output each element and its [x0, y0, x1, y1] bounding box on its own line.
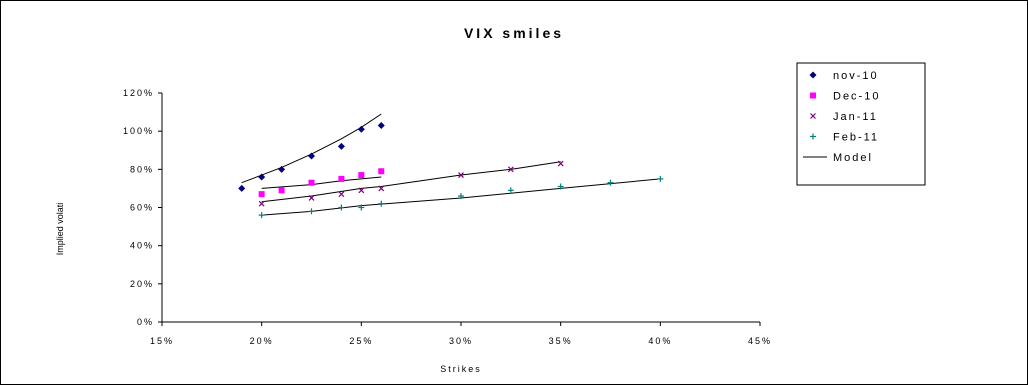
x-tick-label: 45% [748, 336, 772, 346]
marker-stroke [557, 160, 564, 167]
legend-marker-nov-10 [809, 71, 817, 79]
marker-stroke [458, 172, 464, 178]
marker-stroke [258, 200, 265, 207]
data-point-jan-11 [507, 166, 514, 173]
data-point-jan-11 [557, 160, 564, 167]
y-tick-label: 0% [137, 317, 154, 327]
data-point-feb-11 [258, 212, 265, 219]
data-point-dec-10 [358, 172, 365, 179]
data-point-jan-11 [258, 200, 265, 207]
x-tick-label: 25% [349, 336, 373, 346]
y-tick-label: 120% [123, 88, 154, 98]
data-point-dec-10 [308, 179, 315, 186]
x-tick-label: 15% [150, 336, 174, 346]
legend-label: Model [833, 152, 873, 164]
legend-label: Dec-10 [833, 91, 880, 103]
data-point-feb-11 [458, 193, 464, 200]
plot-area: 0% 20% 40% 60% 80% 100% 120% 15% 20% 25% 30% 35% 40%… [123, 88, 772, 346]
legend-marker-jan-11 [810, 113, 816, 119]
marker-stroke [338, 191, 345, 198]
x-tick-label: 40% [648, 336, 672, 346]
data-point-feb-11 [378, 200, 385, 207]
data-point-nov-10 [258, 173, 266, 181]
data-point-nov-10 [238, 184, 246, 192]
data-point-dec-10 [258, 191, 265, 198]
data-point-feb-11 [557, 183, 564, 190]
data-point-dec-10 [378, 168, 385, 175]
legend-marker-dec-10 [810, 92, 816, 99]
data-point-jan-11 [378, 185, 385, 192]
marker-stroke [358, 187, 365, 194]
legend-label: Jan-11 [833, 111, 878, 123]
marker-stroke [810, 113, 816, 119]
model-curve [261, 176, 382, 189]
y-tick-label: 100% [123, 126, 154, 136]
chart-title: VIX smiles [464, 25, 564, 41]
data-point-jan-11 [458, 172, 464, 178]
marker-stroke [507, 166, 514, 173]
model-curve [261, 161, 561, 203]
x-tick-label: 30% [449, 336, 473, 346]
data-point-nov-10 [308, 152, 315, 160]
data-point-jan-11 [358, 187, 365, 194]
data-point-dec-10 [338, 175, 345, 182]
legend-label: Feb-11 [833, 132, 879, 144]
y-tick-label: 80% [130, 164, 154, 174]
legend-marker-feb-11 [810, 133, 816, 140]
data-point-feb-11 [358, 204, 365, 211]
model-curve [261, 178, 661, 216]
data-point-feb-11 [308, 208, 315, 215]
legend-box [796, 62, 926, 186]
data-point-dec-10 [278, 187, 285, 194]
data-point-feb-11 [507, 187, 514, 194]
x-tick-label: 20% [250, 336, 274, 346]
data-point-feb-11 [657, 175, 664, 182]
data-point-jan-11 [338, 191, 345, 198]
y-tick-label: 20% [130, 279, 154, 289]
marker-stroke [308, 195, 315, 201]
x-tick-label: 35% [549, 336, 573, 346]
marker-stroke [378, 185, 385, 192]
data-point-feb-11 [607, 179, 614, 186]
y-tick-label: 40% [130, 241, 154, 251]
legend-label: nov-10 [833, 70, 879, 82]
y-axis-label: Implied volati [55, 203, 65, 256]
data-point-nov-10 [337, 142, 345, 150]
data-point-feb-11 [338, 204, 345, 211]
y-tick-label: 60% [130, 203, 154, 213]
data-point-nov-10 [278, 165, 286, 173]
legend: nov-10 Dec-10 Jan-11 Feb-11 Model [796, 62, 926, 186]
data-point-nov-10 [357, 125, 365, 133]
data-point-jan-11 [308, 195, 315, 201]
x-axis-label: Strikes [440, 364, 482, 374]
data-point-nov-10 [377, 121, 385, 129]
